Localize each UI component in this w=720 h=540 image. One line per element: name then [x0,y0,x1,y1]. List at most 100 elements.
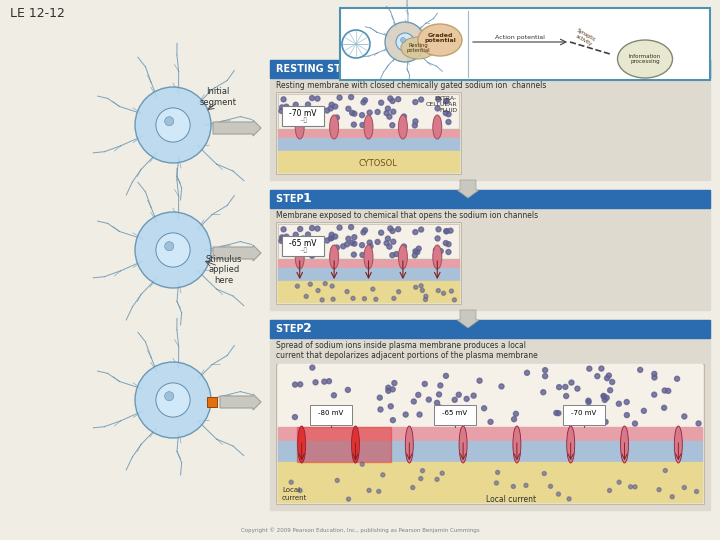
FancyBboxPatch shape [282,236,324,256]
Circle shape [298,382,302,387]
Circle shape [441,291,446,295]
Bar [270,190,710,208]
Bar [297,427,391,462]
FancyArrow shape [457,310,479,328]
Text: Resting
potential: Resting potential [406,43,430,53]
Circle shape [399,253,404,259]
Text: STEP: STEP [276,324,307,334]
Circle shape [386,385,391,390]
FancyBboxPatch shape [434,405,476,425]
Bar [278,224,459,259]
Circle shape [345,289,349,294]
Circle shape [325,238,330,243]
Bar [270,320,710,510]
Circle shape [563,384,568,389]
Circle shape [310,96,315,100]
Circle shape [438,248,444,254]
Circle shape [333,252,338,256]
Text: ~⌒: ~⌒ [299,247,307,253]
Circle shape [423,381,427,387]
Circle shape [549,484,552,488]
Circle shape [362,296,366,301]
Circle shape [581,407,586,412]
Circle shape [325,108,330,113]
Circle shape [156,383,190,417]
Bar [270,60,710,78]
Circle shape [360,253,365,258]
Circle shape [292,106,297,111]
Circle shape [420,469,425,472]
Circle shape [346,236,351,241]
Circle shape [448,228,453,233]
Circle shape [663,469,667,472]
Circle shape [387,114,392,119]
Circle shape [433,248,438,253]
Text: Synaptic
activity: Synaptic activity [573,28,597,48]
Circle shape [390,253,395,258]
Circle shape [464,396,469,401]
Circle shape [416,246,421,251]
Bar [278,427,702,441]
Circle shape [323,281,327,286]
Circle shape [595,374,600,379]
Circle shape [488,420,493,424]
Circle shape [329,232,334,237]
Circle shape [394,252,399,256]
Circle shape [436,123,441,127]
Circle shape [436,392,441,397]
Circle shape [352,235,357,240]
Circle shape [374,298,378,301]
FancyBboxPatch shape [310,405,352,425]
Circle shape [346,387,351,393]
Circle shape [606,373,611,378]
Circle shape [396,97,401,102]
Ellipse shape [621,426,629,463]
Circle shape [336,478,339,482]
Bar [207,397,217,407]
Circle shape [284,104,289,109]
Text: Resting membrane with closed chemically gated sodium ion  channels: Resting membrane with closed chemically … [276,81,546,90]
Circle shape [542,471,546,476]
Circle shape [696,421,701,426]
Circle shape [511,484,516,489]
Circle shape [361,230,366,235]
Bar [278,224,459,259]
Circle shape [298,489,302,492]
Ellipse shape [295,115,305,139]
Ellipse shape [418,24,462,56]
Bar [276,222,461,304]
Circle shape [554,410,559,415]
Ellipse shape [513,426,521,463]
Circle shape [683,485,686,490]
Bar [270,60,710,180]
Bar [340,8,710,80]
Circle shape [662,388,667,393]
Ellipse shape [330,115,338,139]
Circle shape [397,289,400,294]
Ellipse shape [675,426,683,463]
Circle shape [399,124,404,129]
Circle shape [420,288,424,292]
Circle shape [444,99,449,104]
Text: 2: 2 [303,322,312,335]
Circle shape [375,239,380,245]
Circle shape [351,122,356,127]
FancyArrow shape [457,180,479,198]
Circle shape [293,102,298,107]
Circle shape [312,242,317,247]
Circle shape [388,226,393,231]
Circle shape [384,111,389,116]
Text: -80 mV: -80 mV [318,410,343,416]
Circle shape [308,282,312,286]
Text: Local
current: Local current [282,488,307,501]
Ellipse shape [433,245,442,269]
Circle shape [333,122,338,126]
Circle shape [444,229,449,234]
Circle shape [657,488,661,492]
Circle shape [415,393,420,397]
Text: Action potential: Action potential [495,35,545,39]
Circle shape [586,398,591,403]
Circle shape [446,112,451,117]
Circle shape [331,247,336,252]
Bar [278,259,459,268]
